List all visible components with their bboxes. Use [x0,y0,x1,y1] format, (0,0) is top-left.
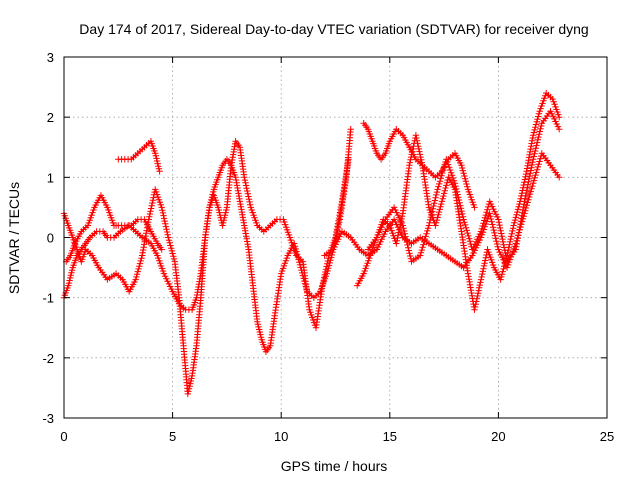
y-tick-label: 1 [47,170,54,185]
series-arc-2 [60,138,352,398]
plus-markers [364,108,563,265]
plus-markers [60,138,352,398]
x-tick-label: 15 [383,429,397,444]
plus-markers [354,89,563,313]
y-tick-label: 0 [47,231,54,246]
y-tick-label: 3 [47,50,54,65]
series-line [356,92,560,311]
x-tick-label: 20 [491,429,505,444]
series-arc-3 [63,192,165,265]
x-tick-label: 0 [60,429,67,444]
x-axis-title: GPS time / hours [281,458,388,474]
y-tick-label: -1 [42,291,54,306]
plus-markers [63,192,165,265]
series-arc-8 [364,108,563,265]
x-tick-label: 5 [169,429,176,444]
axis-ticks: 0 5 10 15 20 25 -3 -2 -1 0 1 2 3 [42,50,614,444]
series-arc-4 [115,138,163,175]
data-series [60,89,563,398]
y-tick-label: 2 [47,110,54,125]
chart-title: Day 174 of 2017, Sidereal Day-to-day VTE… [79,21,588,37]
x-tick-label: 25 [600,429,614,444]
series-arc-7 [354,89,563,313]
y-tick-label: -2 [42,351,54,366]
y-axis-title: SDTVAR / TECUs [6,182,22,294]
plus-markers [115,138,163,175]
x-tick-label: 10 [274,429,288,444]
y-tick-label: -3 [42,411,54,426]
